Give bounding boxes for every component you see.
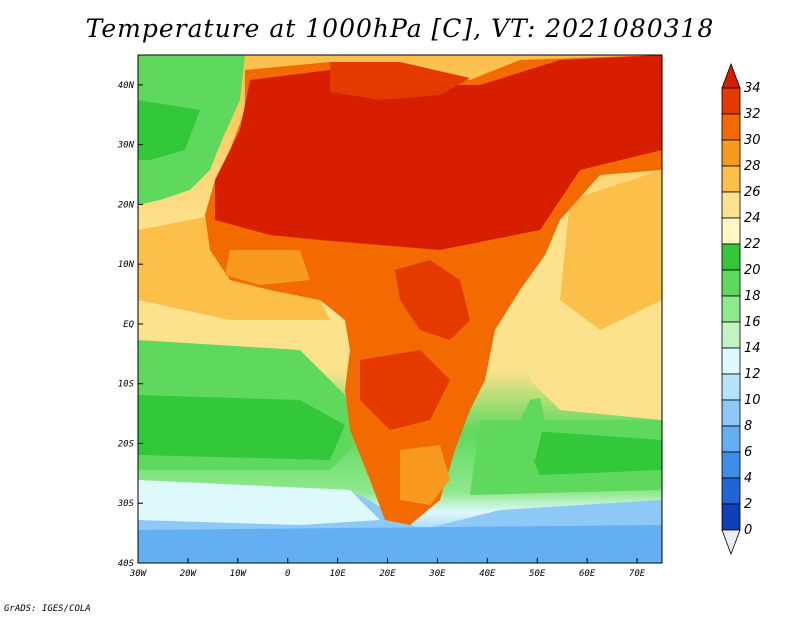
map-frame — [137, 54, 663, 564]
colorbar-swatch — [721, 477, 741, 505]
colorbar-label: 4 — [744, 471, 752, 486]
colorbar-swatch — [721, 139, 741, 167]
colorbar-max-arrow — [721, 62, 741, 89]
colorbar-swatch — [721, 425, 741, 453]
colorbar-label: 20 — [744, 263, 761, 278]
colorbar-swatch — [721, 113, 741, 141]
lat-tick-label: 20N — [118, 200, 135, 210]
lat-tick-label: EQ — [123, 320, 134, 330]
colorbar-swatch — [721, 399, 741, 427]
colorbar-swatch — [721, 269, 741, 297]
colorbar-label: 24 — [744, 211, 761, 226]
colorbar-swatch — [721, 295, 741, 323]
lat-tick-label: 10N — [118, 260, 135, 270]
lon-tick-label: 20E — [379, 569, 396, 579]
lon-tick-label: 50E — [529, 569, 546, 579]
lon-tick-label: 0 — [285, 569, 290, 579]
lat-tick-label: 20S — [118, 439, 135, 449]
colorbar-label: 16 — [744, 315, 761, 330]
colorbar-swatch — [721, 373, 741, 401]
colorbar-swatch — [721, 321, 741, 349]
colorbar-swatch — [721, 217, 741, 245]
colorbar-label: 14 — [744, 341, 761, 356]
colorbar-label: 8 — [744, 419, 752, 434]
lat-tick-label: 40S — [118, 559, 135, 569]
map-title: Temperature at 1000hPa [C], VT: 20210803… — [85, 14, 715, 43]
colorbar-label: 34 — [744, 81, 761, 96]
colorbar-label: 0 — [744, 523, 752, 538]
lat-tick-label: 10S — [118, 380, 135, 390]
lon-tick-label: 60E — [579, 569, 596, 579]
lon-tick-label: 20W — [180, 569, 198, 579]
credit-text: GrADS: IGES/COLA — [4, 604, 91, 614]
lon-tick-label: 10E — [329, 569, 346, 579]
lat-tick-label: 30N — [117, 141, 135, 151]
colorbar-label: 2 — [744, 497, 752, 512]
lat-tick-label: 30S — [117, 499, 135, 509]
lon-tick-label: 10W — [230, 569, 248, 579]
colorbar-label: 28 — [744, 159, 761, 174]
lat-tick-label: 40N — [118, 81, 135, 91]
colorbar-swatch — [721, 165, 741, 193]
colorbar-label: 18 — [744, 289, 761, 304]
colorbar-label: 30 — [744, 133, 761, 148]
lon-tick-label: 30W — [129, 569, 148, 579]
colorbar-swatch — [721, 451, 741, 479]
colorbar-label: 26 — [744, 185, 761, 200]
longitude-axis: 30W 20W 10W 0 10E 20E 30E 40E 50E 60E 70E — [129, 558, 646, 579]
colorbar-label: 6 — [744, 445, 752, 460]
colorbar-swatch — [721, 503, 741, 531]
colorbar-label: 12 — [744, 367, 761, 382]
temperature-field — [138, 55, 662, 563]
colorbar-label: 22 — [744, 237, 761, 252]
colorbar-min-arrow — [721, 529, 741, 556]
map-figure: 30W 20W 10W 0 10E 20E 30E 40E 50E 60E 70E 40N30N20… — [117, 54, 761, 579]
latitude-axis: 40N 30N 20N 10N EQ 10S 20S 30S 40S — [117, 81, 143, 569]
colorbar-swatch — [721, 191, 741, 219]
lon-tick-label: 70E — [629, 569, 646, 579]
colorbar-swatch — [721, 347, 741, 375]
lon-tick-label: 40E — [479, 569, 496, 579]
colorbar-swatch — [721, 87, 741, 115]
colorbar-label: 10 — [744, 393, 761, 408]
lon-tick-label: 30E — [428, 569, 446, 579]
colorbar-swatch — [721, 243, 741, 271]
colorbar-label: 32 — [744, 107, 761, 122]
